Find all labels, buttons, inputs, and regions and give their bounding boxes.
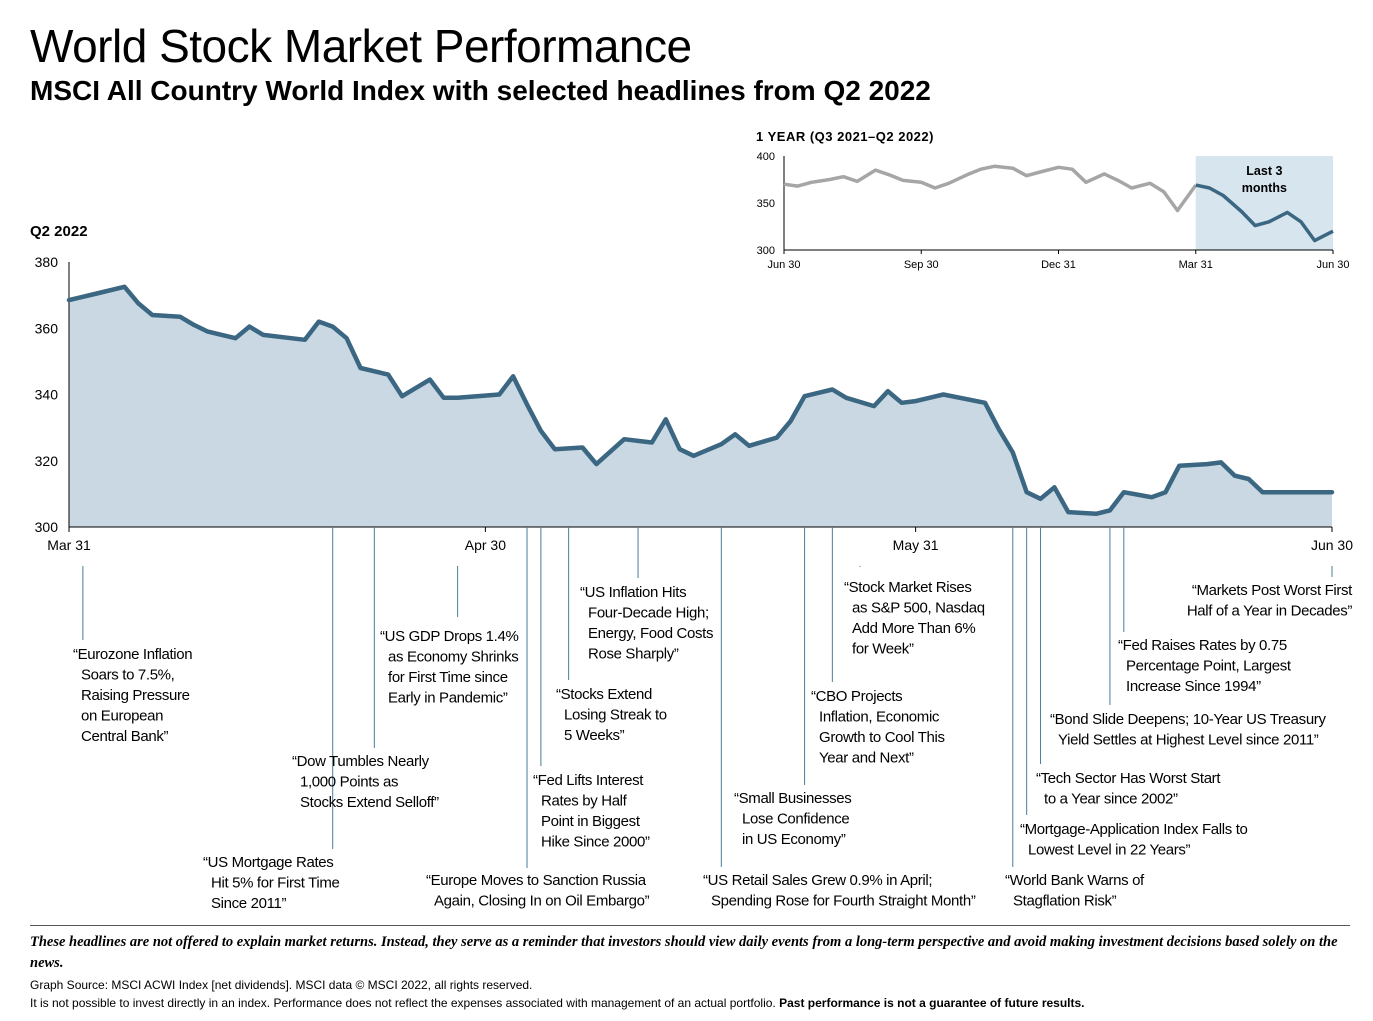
headline-text: Lowest Level in 22 Years” [1028,842,1191,859]
inset-x-tick-label: Jun 30 [767,259,800,271]
main-y-tick-label: 340 [35,387,59,403]
headline-text: Hike Since 2000” [541,834,650,851]
main-series-line [66,284,1335,517]
inset-series-line-prior [783,164,1198,213]
inset-x-tick-label: Dec 31 [1041,259,1076,271]
inset-x-tick-label: Sep 30 [904,259,939,271]
page-subtitle: MSCI All Country World Index with select… [30,75,931,106]
headline-text: Inflation, Economic [819,709,940,726]
headline-text: “Dow Tumbles Nearly [292,753,430,770]
main-chart-title: Q2 2022 [30,223,88,240]
headline-text: Four-Decade High; [588,605,709,622]
inset-highlight-label: months [1242,181,1287,195]
headline-text: for Week” [852,641,914,658]
headline-text: “Stock Market Rises [844,579,972,596]
headline-text: Stagflation Risk” [1013,893,1117,910]
headline-text: “World Bank Warns of [1005,872,1145,889]
headline-text: “Fed Lifts Interest [533,772,644,789]
main-chart: Q2 2022 300 320 340 360 380 Mar 31 Apr 30 May … [30,223,1353,553]
headline-text: 1,000 Points as [300,774,398,791]
headline-text: “Stocks Extend [556,686,652,703]
headline-text: in US Economy” [742,831,846,848]
headline-text: “Tech Sector Has Worst Start [1036,770,1221,787]
headline-text: Increase Since 1994” [1126,678,1261,695]
main-x-tick-label: Mar 31 [47,537,91,553]
inset-x-tick-label: Jun 30 [1316,259,1349,271]
headline-text: 5 Weeks” [564,727,625,744]
main-x-tick-label: Jun 30 [1311,537,1353,553]
headline-text: “CBO Projects [811,688,902,705]
inset-y-tick-label: 300 [757,245,775,257]
inset-y-axis: 300 350 400 [757,151,775,257]
headline-text: Stocks Extend Selloff” [300,794,439,811]
headline-text: Losing Streak to [564,707,667,724]
note-bold: Past performance is not a guarantee of f… [779,996,1085,1010]
headline-text: “US Mortgage Rates [203,854,333,871]
headline-text: Spending Rose for Fourth Straight Month” [711,893,976,910]
inset-series-line-recent [1195,183,1334,243]
main-x-tick-label: May 31 [893,537,939,553]
main-y-tick-label: 320 [35,453,59,469]
headline-text: Rates by Half [541,793,628,810]
headlines: “Eurozone Inflation Soars to 7.5%, Raising… [73,527,1354,912]
headline-text: Again, Closing In on Oil Embargo” [434,893,650,910]
inset-chart: 1 YEAR (Q3 2021–Q2 2022) Last 3 months 3… [756,129,1350,271]
headline-text: Since 2011” [211,895,286,912]
main-x-axis: Mar 31 Apr 30 May 31 Jun 30 [47,527,1353,553]
note-text: It is not possible to invest directly in… [30,996,776,1010]
inset-highlight-label: Last 3 [1246,164,1282,178]
headline-text: “US Inflation Hits [580,584,686,601]
inset-chart-title: 1 YEAR (Q3 2021–Q2 2022) [756,129,934,144]
footer-divider [30,925,1350,926]
performance-note: It is not possible to invest directly in… [30,995,1350,1011]
headline-text: Half of a Year in Decades” [1187,603,1353,620]
chart-canvas: Q2 2022 300 320 340 360 380 Mar 31 Apr 30 May … [30,129,1354,912]
main-y-tick-label: 300 [35,519,59,535]
headline-text: as Economy Shrinks [388,649,518,666]
main-x-tick-label: Apr 30 [465,537,506,553]
headline-text: “Bond Slide Deepens; 10-Year US Treasury [1050,711,1326,728]
headline-text: “Mortgage-Application Index Falls to [1020,821,1248,838]
headline-text: Central Bank” [81,728,169,745]
headline-text: Rose Sharply” [588,646,679,663]
main-y-tick-label: 380 [35,254,59,270]
headline-text: Hit 5% for First Time [211,875,340,892]
inset-x-tick-label: Mar 31 [1179,259,1213,271]
headline-text: for First Time since [388,669,508,686]
headline-text: Growth to Cool This [819,729,945,746]
headline-text: on European [81,708,163,725]
headline-text: “US Retail Sales Grew 0.9% in April; [703,872,932,889]
graph-source: Graph Source: MSCI ACWI Index [net divid… [30,978,533,992]
headline-text: to a Year since 2002” [1044,791,1178,808]
inset-y-tick-label: 350 [757,198,775,210]
headline-text: “Eurozone Inflation [73,646,192,663]
headline-text: Early in Pandemic” [388,690,508,707]
headline-text: Energy, Food Costs [588,625,713,642]
headline-text: “Small Businesses [734,790,851,807]
headline-text: Yield Settles at Highest Level since 201… [1058,732,1319,749]
headline-text: as S&P 500, Nasdaq [852,600,985,617]
page-title: World Stock Market Performance [30,20,692,72]
headline-text: Add More Than 6% [852,620,975,637]
headline-text: “Fed Raises Rates by 0.75 [1118,637,1287,654]
headline-text: Soars to 7.5%, [81,667,175,684]
inset-y-tick-label: 400 [757,151,775,163]
headline-text: Point in Biggest [541,813,641,830]
headline-text: “Markets Post Worst First [1192,582,1353,599]
disclaimer: These headlines are not offered to expla… [30,934,1338,971]
main-y-tick-label: 360 [35,320,59,336]
inset-x-axis: Jun 30 Sep 30 Dec 31 Mar 31 Jun 30 [767,250,1350,271]
main-y-axis: 300 320 340 360 380 [35,254,59,535]
headline-text: Year and Next” [819,750,914,767]
headline-text: Percentage Point, Largest [1126,658,1292,675]
headline-text: Raising Pressure [81,687,190,704]
headline-text: Lose Confidence [742,811,849,828]
headline-text: “US GDP Drops 1.4% [380,628,518,645]
main-area-fill [69,286,1332,527]
headline-text: “Europe Moves to Sanction Russia [426,872,647,889]
